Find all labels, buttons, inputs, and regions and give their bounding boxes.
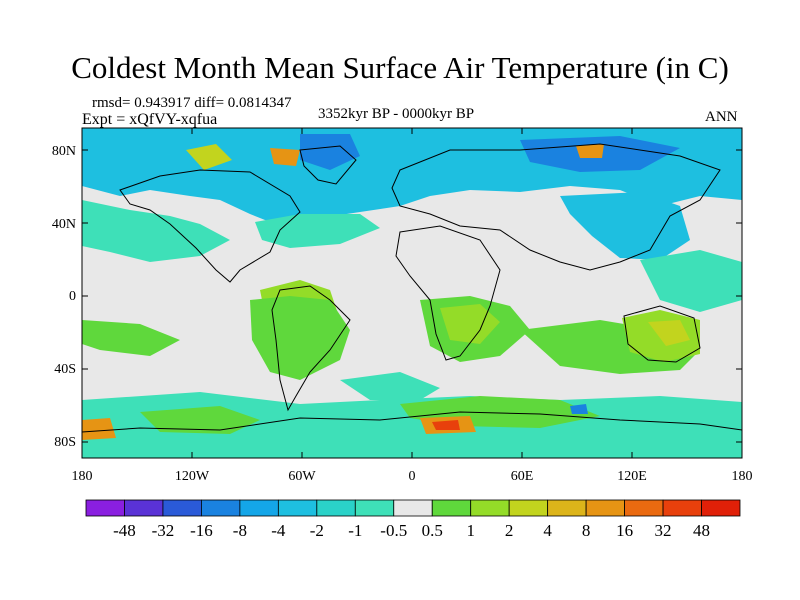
- colorbar-swatch: [431, 499, 472, 517]
- lon-label-180w: 180: [72, 469, 93, 484]
- axis-ticks: [81, 128, 743, 458]
- south-atlantic-cool: [340, 372, 440, 400]
- colorbar-labels: -48 -32 -16 -8 -4 -2 -1 -0.5 0.5 1 2 4 8 16 32 48: [113, 521, 710, 540]
- africa-core-warm: [440, 304, 500, 344]
- stats-line: rmsd= 0.943917 diff= 0.0814347: [92, 95, 292, 111]
- lat-label-80s: 80S: [54, 435, 76, 450]
- north-atlantic-cool: [255, 214, 380, 248]
- africa-coast: [395, 225, 501, 361]
- colorbar-swatch: [393, 499, 433, 517]
- lon-label-60e: 60E: [511, 469, 534, 484]
- coastlines: [81, 143, 743, 433]
- colorbar-label: 2: [505, 521, 514, 540]
- colorbar-swatch: [239, 499, 279, 517]
- colorbar-swatch: [162, 499, 202, 517]
- north-america-coast: [119, 169, 301, 283]
- colorbar-label: 4: [543, 521, 552, 540]
- season-label: ANN: [705, 109, 738, 125]
- antarctic-max-patch: [432, 420, 460, 430]
- latitude-labels: 80N 40N 0 40S 80S: [52, 144, 76, 450]
- colorbar: [85, 499, 741, 517]
- eurasia-coast: [391, 143, 721, 271]
- colorbar-label: 1: [466, 521, 475, 540]
- colorbar-label: -32: [152, 521, 175, 540]
- north-pacific-cool: [82, 200, 230, 262]
- colorbar-label: 32: [655, 521, 672, 540]
- period-line: 3352kyr BP - 0000kyr BP: [318, 106, 475, 122]
- longitude-labels: 180 120W 60W 0 60E 120E 180: [72, 469, 753, 484]
- colorbar-swatch: [624, 499, 664, 517]
- colorbar-swatch: [547, 499, 587, 517]
- colorbar-swatch: [124, 499, 164, 517]
- arctic-hot-patch: [270, 148, 300, 166]
- colorbar-label: -1: [348, 521, 362, 540]
- south-pacific-warm: [82, 320, 180, 356]
- west-pacific-cool: [640, 250, 742, 312]
- arctic-warm-patch: [186, 144, 232, 170]
- colorbar-label: -8: [233, 521, 247, 540]
- colorbar-label: -4: [271, 521, 286, 540]
- lon-label-120e: 120E: [617, 469, 647, 484]
- lon-label-180e: 180: [732, 469, 753, 484]
- colorbar-swatch: [662, 499, 702, 517]
- antarctic-cold-spot: [570, 404, 588, 414]
- east-asia-cool: [560, 192, 690, 260]
- colorbar-swatch: [585, 499, 625, 517]
- lat-label-40s: 40S: [54, 362, 76, 377]
- lat-label-equator: 0: [69, 289, 76, 304]
- australia-strong-warm: [648, 320, 690, 346]
- map-title: Coldest Month Mean Surface Air Temperatu…: [71, 50, 729, 85]
- lon-label-60w: 60W: [288, 469, 316, 484]
- colorbar-label: -48: [113, 521, 136, 540]
- colorbar-label: 0.5: [422, 521, 443, 540]
- colorbar-swatch: [701, 499, 741, 517]
- experiment-line: Expt = xQfVY-xqfua: [82, 111, 218, 128]
- colorbar-swatch: [201, 499, 241, 517]
- colorbar-label: 16: [616, 521, 633, 540]
- lat-label-80n: 80N: [52, 144, 76, 159]
- colorbar-label: -2: [310, 521, 324, 540]
- colorbar-swatch: [508, 499, 549, 517]
- colorbar-swatch: [470, 499, 510, 517]
- antarctica-coast: [81, 411, 743, 433]
- lon-label-120w: 120W: [175, 469, 210, 484]
- colorbar-label: -16: [190, 521, 213, 540]
- ross-sea-warm: [82, 418, 116, 440]
- colorbar-swatch: [354, 499, 395, 517]
- australia-coast: [623, 305, 701, 363]
- temperature-field: [82, 128, 742, 458]
- colorbar-label: 48: [693, 521, 710, 540]
- greenland-cold-patch: [300, 134, 360, 170]
- greenland-coast: [299, 145, 357, 185]
- lon-label-0: 0: [409, 469, 416, 484]
- siberia-warm-patch: [576, 144, 604, 158]
- weddell-warm: [140, 406, 260, 434]
- colorbar-swatch: [277, 499, 318, 517]
- colorbar-swatch: [316, 499, 356, 517]
- south-america-warm: [250, 296, 350, 380]
- colorbar-label: -0.5: [380, 521, 407, 540]
- colorbar-label: 8: [582, 521, 591, 540]
- colorbar-swatch: [85, 499, 125, 517]
- south-america-coast: [271, 285, 351, 412]
- lat-label-40n: 40N: [52, 217, 76, 232]
